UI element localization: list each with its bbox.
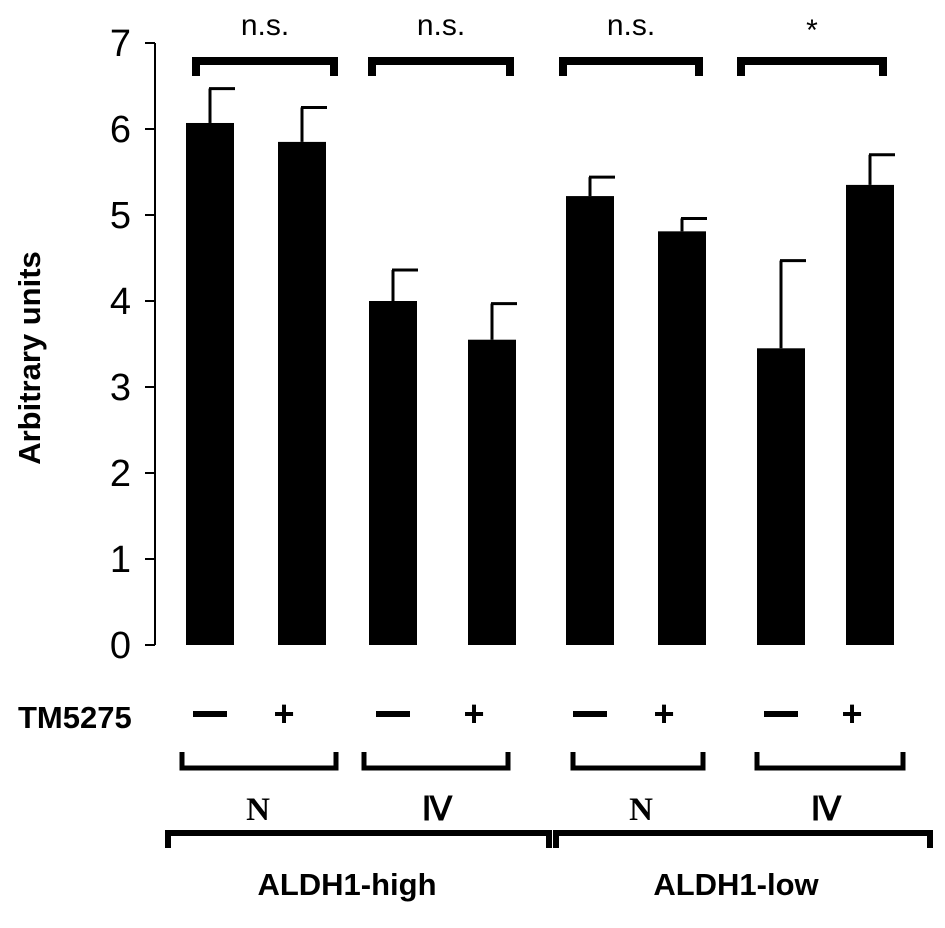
significance-label: n.s. <box>241 9 289 42</box>
y-tick-label: 1 <box>110 539 131 581</box>
y-tick-label: 7 <box>110 23 131 65</box>
minus-sign-label: − <box>579 693 600 734</box>
significance-bracket <box>368 57 514 76</box>
y-tick-label: 2 <box>110 453 131 495</box>
bar <box>566 196 614 645</box>
bar <box>468 339 516 645</box>
y-tick-label: 3 <box>110 367 131 409</box>
minus-sign <box>193 711 227 717</box>
plus-sign: + <box>653 693 674 734</box>
significance-label: n.s. <box>417 9 465 42</box>
significance-label: * <box>806 14 818 47</box>
bar <box>757 348 805 645</box>
significance-bracket <box>559 57 703 76</box>
minus-sign-label: − <box>382 693 403 734</box>
group-label: ALDH1-low <box>653 867 819 902</box>
minus-sign <box>764 711 798 717</box>
plus-sign: + <box>463 693 484 734</box>
bar <box>658 231 706 645</box>
category-labels: − + − + − + − + N Ⅳ N Ⅳ ALDH1-high ALDH1-low <box>165 693 933 902</box>
y-axis: 0 1 2 3 4 5 6 7 <box>110 23 156 667</box>
y-axis-label: Arbitrary units <box>12 251 47 465</box>
y-tick-label: 5 <box>110 195 131 237</box>
stage-bracket <box>754 752 906 771</box>
y-tick-label: 0 <box>110 625 131 667</box>
y-tick-label: 4 <box>110 281 131 323</box>
treatment-label: TM5275 <box>18 700 132 735</box>
significance-bracket <box>737 57 887 76</box>
stage-bracket <box>570 752 706 771</box>
stage-bracket <box>361 752 511 771</box>
bar <box>278 141 326 645</box>
minus-sign-label: − <box>199 693 220 734</box>
minus-sign <box>376 711 410 717</box>
bar <box>846 184 894 645</box>
stage-label: N <box>246 792 270 828</box>
plus-sign: + <box>273 693 294 734</box>
bars <box>186 87 895 646</box>
stage-bracket <box>179 752 339 771</box>
y-tick-label: 6 <box>110 109 131 151</box>
significance-label: n.s. <box>607 9 655 42</box>
bar <box>186 122 234 646</box>
minus-sign-label: − <box>770 693 791 734</box>
bar <box>369 301 417 645</box>
group-label: ALDH1-high <box>257 867 436 902</box>
minus-sign <box>573 711 607 717</box>
significance-brackets: n.s. n.s. n.s. * <box>192 9 887 76</box>
plus-sign: + <box>841 693 862 734</box>
stage-label: Ⅳ <box>422 792 453 828</box>
stage-label: N <box>629 792 653 828</box>
stage-label: Ⅳ <box>811 792 842 828</box>
group-bracket <box>553 830 933 848</box>
significance-bracket <box>192 57 338 76</box>
group-bracket <box>165 830 552 848</box>
